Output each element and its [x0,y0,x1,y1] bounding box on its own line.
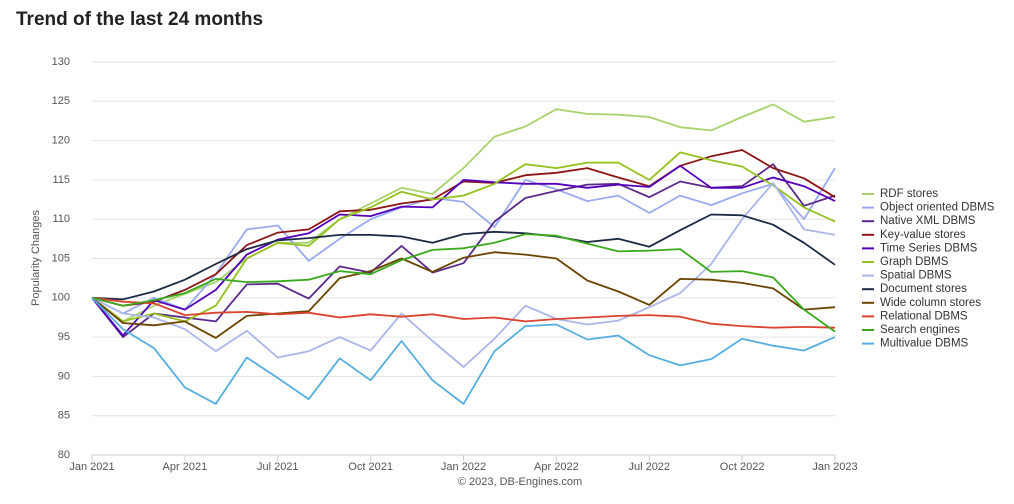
y-tick-label: 90 [58,370,70,382]
chart-title: Trend of the last 24 months [16,9,263,30]
series-line [91,149,836,307]
y-tick-label: 80 [58,449,70,461]
y-axis-label: Popularity Changes [30,210,42,307]
legend-label: Wide column stores [880,297,981,309]
y-tick-label: 115 [52,174,70,186]
series-line [91,167,836,315]
y-tick-label: 95 [58,331,70,343]
y-tick-label: 110 [52,213,70,225]
series-line [91,213,836,301]
x-tick-label: Oct 2022 [720,461,765,473]
y-tick-label: 130 [52,56,70,68]
series-line [91,164,836,337]
legend-label: Document stores [880,283,967,295]
series-line [91,182,836,368]
legend-label: Time Series DBMS [880,242,978,254]
x-tick-label: Oct 2021 [348,461,393,473]
legend-label: Native XML DBMS [880,215,976,227]
legend-label: Relational DBMS [880,310,968,322]
legend-label: Search engines [880,324,960,336]
series-line [91,233,836,333]
x-tick-label: Jul 2022 [628,461,670,473]
legend-label: Key-value stores [880,229,966,241]
legend-label: RDF stores [880,188,938,200]
y-tick-label: 100 [52,292,70,304]
x-tick-label: Apr 2021 [163,461,208,473]
x-tick-label: Jul 2021 [257,461,299,473]
y-tick-label: 85 [58,410,70,422]
legend-label: Multivalue DBMS [880,338,969,350]
y-tick-label: 125 [52,95,70,107]
series-line [91,103,836,323]
y-tick-label: 105 [52,252,70,264]
x-tick-label: Jan 2023 [812,461,857,473]
credit: © 2023, DB-Engines.com [458,476,582,488]
legend-label: Object oriented DBMS [880,202,995,214]
series-line [91,296,836,329]
x-tick-label: Apr 2022 [534,461,579,473]
x-tick-label: Jan 2021 [69,461,114,473]
x-tick-label: Jan 2022 [441,461,486,473]
series-line [91,297,836,405]
series-line [91,251,836,339]
series-line [91,151,836,323]
y-tick-label: 120 [52,135,70,147]
legend-label: Graph DBMS [880,256,949,268]
legend-label: Spatial DBMS [880,270,952,282]
